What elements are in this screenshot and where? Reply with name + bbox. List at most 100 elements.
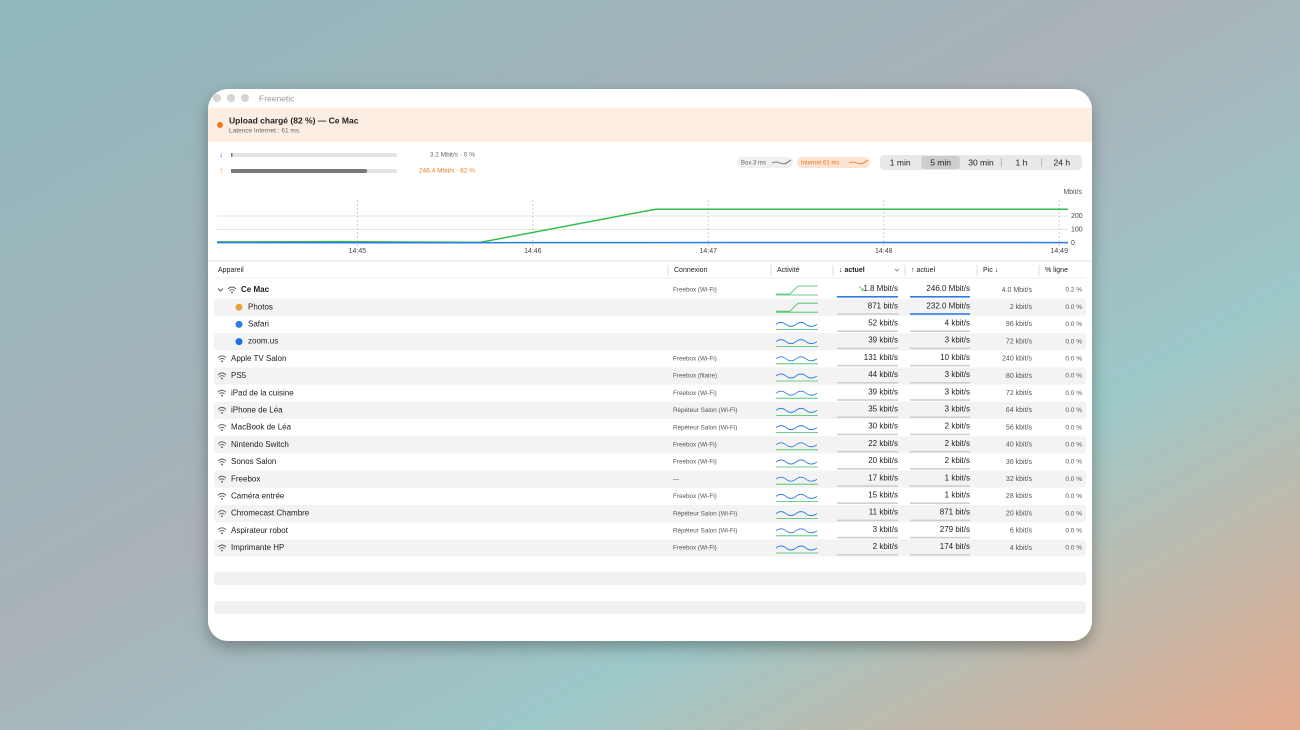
device-icon-dot	[221, 498, 223, 500]
up-bar	[910, 313, 970, 315]
device-name: Caméra entrée	[231, 492, 285, 501]
peak-rate: 32 kbit/s	[1006, 476, 1033, 483]
down-bar	[837, 468, 898, 470]
peak-rate: 40 kbit/s	[1006, 442, 1033, 449]
up-bar	[910, 536, 970, 539]
row-stripe	[214, 298, 1086, 316]
y-tick-label: 200	[1071, 213, 1083, 220]
column-header[interactable]: ↓ actuel	[839, 267, 865, 274]
down-bar	[837, 485, 898, 487]
empty-row	[214, 601, 1086, 614]
range-button[interactable]: 1 min	[890, 157, 911, 167]
peak-rate: 64 kbit/s	[1006, 407, 1033, 414]
sparkline	[775, 545, 818, 551]
down-rate: 39 kbit/s	[868, 387, 898, 396]
peak-rate: 80 kbit/s	[1006, 373, 1033, 380]
down-bar	[837, 296, 898, 298]
up-bar	[910, 416, 970, 418]
device-name: Apple TV Salon	[231, 354, 286, 363]
sparkline	[775, 476, 818, 482]
meter-icon: ↑	[219, 166, 223, 175]
device-icon-dot	[221, 360, 223, 363]
down-bar	[837, 347, 898, 350]
line-share: 0.0 %	[1065, 304, 1082, 311]
meter-label: 246.4 Mbit/s · 82 %	[419, 168, 475, 175]
device-icon-dot	[221, 412, 223, 414]
up-bar	[910, 347, 970, 350]
meter-icon: ↓	[219, 150, 223, 159]
column-header[interactable]: Connexion	[674, 267, 708, 274]
down-bar	[837, 416, 898, 418]
down-bar	[837, 330, 898, 332]
range-button[interactable]: 30 min	[968, 157, 994, 167]
up-rate: 2 kbit/s	[945, 456, 970, 465]
device-name: Safari	[248, 320, 269, 329]
device-icon	[217, 492, 227, 498]
down-bar	[837, 313, 898, 315]
banner-title: Upload chargé (82 %) — Ce Mac	[229, 115, 359, 125]
device-name: Sonos Salon	[231, 457, 276, 466]
range-button[interactable]: 5 min	[930, 157, 951, 167]
meter-label: 3.2 Mbit/s · 0 %	[430, 152, 475, 159]
device-name: MacBook de Léa	[231, 423, 292, 432]
meter-track	[231, 153, 397, 157]
window-button[interactable]	[241, 94, 249, 102]
up-rate: 246.0 Mbit/s	[926, 284, 970, 293]
window-title: Freenetic	[259, 93, 295, 103]
expand-chevron[interactable]	[217, 288, 224, 292]
device-icon-dot	[231, 291, 233, 294]
device-icon	[217, 355, 227, 360]
column-header[interactable]: Appareil	[218, 267, 244, 274]
down-bar	[837, 450, 898, 453]
status-dot	[217, 122, 223, 128]
sparkline	[775, 459, 818, 465]
connection: Freebox (filaire)	[673, 373, 717, 380]
device-icon-dot	[221, 394, 223, 397]
window-button[interactable]	[213, 94, 221, 102]
line-share: 0.0 %	[1065, 442, 1082, 449]
sparkline	[775, 493, 818, 499]
device-icon	[217, 527, 227, 532]
device-icon	[217, 406, 227, 412]
peak-rate: 72 kbit/s	[1006, 338, 1033, 345]
device-name: Nintendo Switch	[231, 440, 289, 449]
row-stripe	[214, 470, 1086, 488]
device-icon	[217, 475, 227, 481]
column-header[interactable]: Activité	[777, 267, 800, 274]
up-bar	[910, 382, 970, 384]
device-icon-dot	[221, 515, 223, 517]
meter-cap	[231, 169, 233, 173]
window-button[interactable]	[227, 94, 235, 102]
device-icon	[217, 458, 227, 464]
line-share: 0.0 %	[1065, 373, 1082, 380]
column-header[interactable]: ↑ actuel	[911, 267, 936, 274]
column-header[interactable]: % ligne	[1045, 267, 1068, 274]
line-share: 0.0 %	[1065, 424, 1082, 431]
up-rate: 3 kbit/s	[945, 387, 970, 396]
range-button[interactable]: 24 h	[1054, 157, 1071, 167]
up-bar	[910, 296, 970, 298]
peak-rate: 36 kbit/s	[1006, 459, 1033, 466]
connection: Freebox (Wi-Fi)	[673, 459, 717, 466]
peak-rate: 2 kbit/s	[1010, 304, 1033, 311]
up-bar	[910, 450, 970, 453]
range-button[interactable]: 1 h	[1015, 157, 1027, 167]
up-rate: 871 bit/s	[940, 508, 970, 517]
column-header[interactable]: Pic ↓	[983, 267, 998, 274]
device-name: Freebox	[231, 474, 260, 483]
device-name: iPhone de Léa	[231, 406, 283, 415]
sparkline	[775, 321, 818, 327]
device-icon	[217, 389, 227, 395]
device-icon-dot	[221, 549, 223, 552]
down-bar	[837, 554, 898, 556]
device-name: Ce Mac	[241, 285, 270, 294]
row-stripe	[214, 436, 1086, 454]
status-chip	[797, 157, 870, 168]
down-bar	[837, 536, 898, 539]
down-rate: 11 kbit/s	[869, 508, 898, 517]
peak-rate: 4 kbit/s	[1010, 545, 1033, 552]
meter-cap	[231, 153, 233, 157]
connection: Répéteur Salon (Wi-Fi)	[673, 424, 737, 431]
up-rate: 2 kbit/s	[945, 439, 970, 448]
